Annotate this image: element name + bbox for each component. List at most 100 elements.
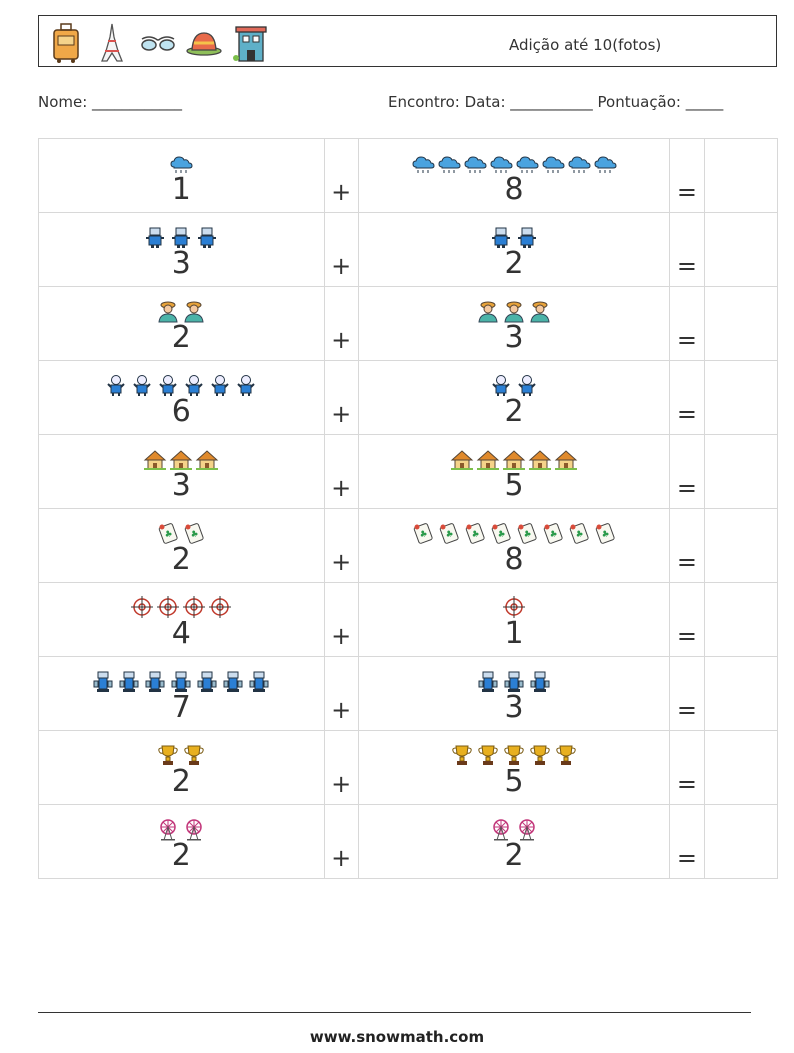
addend-b-icons — [359, 373, 670, 399]
answer-cell[interactable] — [703, 212, 779, 287]
mahjong-tile-icon: ♣ — [491, 523, 511, 544]
addend-b-cell: 3 — [357, 656, 671, 731]
plus-cell: + — [323, 138, 359, 213]
addend-a-icons — [39, 669, 324, 695]
equals-sign: = — [676, 400, 698, 428]
crosshair-icon — [209, 596, 232, 618]
astronaut-icon — [133, 375, 151, 396]
mahjong-tile-icon: ♣ — [439, 523, 459, 544]
hut-icon — [476, 450, 500, 470]
addend-b-icons — [359, 299, 670, 325]
robot-icon — [492, 227, 511, 248]
addend-b-cell: 2 — [357, 360, 671, 435]
hut-icon — [169, 450, 193, 470]
addend-a-cell: 4 — [38, 582, 325, 657]
svg-text:♣: ♣ — [496, 529, 507, 541]
addend-a-cell: 7 — [38, 656, 325, 731]
equals-sign: = — [676, 326, 698, 354]
footer-url: www.snowmath.com — [309, 1028, 485, 1046]
robot-icon — [172, 227, 191, 248]
answer-cell[interactable] — [703, 508, 779, 583]
hut-icon — [502, 450, 526, 470]
svg-text:♣: ♣ — [189, 529, 200, 541]
astronaut-icon — [237, 375, 255, 396]
farmer-icon — [184, 301, 204, 323]
addend-a-icons — [39, 225, 324, 251]
addend-b-icons — [359, 225, 670, 251]
addend-b-cell: 2 — [357, 212, 671, 287]
mahjong-tile-icon: ♣ — [517, 523, 537, 544]
addend-b-cell: 5 — [357, 730, 671, 805]
machine-icon — [119, 671, 139, 692]
astronaut-icon — [185, 375, 203, 396]
crosshair-icon — [157, 596, 180, 618]
cloud-icon — [412, 156, 435, 173]
answer-cell[interactable] — [703, 804, 779, 879]
equals-cell: = — [669, 656, 705, 731]
addend-a-icons — [39, 447, 324, 473]
plus-cell: + — [323, 434, 359, 509]
addend-a-cell: 3 — [38, 434, 325, 509]
cloud-icon — [568, 156, 591, 173]
plus-sign: + — [331, 696, 352, 724]
robot-icon — [146, 227, 165, 248]
equals-sign: = — [676, 252, 698, 280]
trophy-icon — [184, 745, 204, 765]
crosshair-icon — [503, 596, 526, 618]
plus-cell: + — [323, 286, 359, 361]
farmer-icon — [158, 301, 178, 323]
plus-sign: + — [331, 474, 352, 502]
answer-cell[interactable] — [703, 582, 779, 657]
svg-text:♣: ♣ — [163, 529, 174, 541]
addend-a-icons — [39, 595, 324, 621]
addend-a-icons — [39, 817, 324, 843]
addend-b-number: 2 — [504, 838, 524, 873]
plus-sign: + — [331, 844, 352, 872]
addend-b-number: 2 — [504, 246, 524, 281]
addend-a-cell: 2 — [38, 804, 325, 879]
plus-cell: + — [323, 582, 359, 657]
addend-a-number: 2 — [171, 320, 191, 355]
answer-cell[interactable] — [703, 286, 779, 361]
machine-icon — [93, 671, 113, 692]
addend-a-cell: 2 — [38, 286, 325, 361]
plus-cell: + — [323, 656, 359, 731]
addend-b-number: 3 — [504, 690, 524, 725]
machine-icon — [478, 671, 498, 692]
addend-a-cell: 3 — [38, 212, 325, 287]
addend-b-cell: 8 — [357, 138, 671, 213]
addend-b-number: 3 — [504, 320, 524, 355]
equals-sign: = — [676, 770, 698, 798]
answer-cell[interactable] — [703, 138, 779, 213]
astronaut-icon — [211, 375, 229, 396]
addend-a-icons — [39, 373, 324, 399]
answer-cell[interactable] — [703, 360, 779, 435]
equals-cell: = — [669, 508, 705, 583]
plus-sign: + — [331, 252, 352, 280]
machine-icon — [145, 671, 165, 692]
cloud-icon — [438, 156, 461, 173]
machine-icon — [223, 671, 243, 692]
addend-b-icons — [359, 595, 670, 621]
answer-cell[interactable] — [703, 730, 779, 805]
plus-sign: + — [331, 770, 352, 798]
svg-text:♣: ♣ — [548, 529, 559, 541]
problem-row: 2 + 3 = — [38, 286, 779, 361]
robot-icon — [518, 227, 537, 248]
problem-row: 4 + 1 = — [38, 582, 779, 657]
equals-cell: = — [669, 286, 705, 361]
eiffel-tower-icon — [101, 23, 123, 62]
equals-cell: = — [669, 434, 705, 509]
sunglasses-icon — [141, 36, 175, 51]
answer-cell[interactable] — [703, 656, 779, 731]
equals-sign: = — [676, 474, 698, 502]
addend-a-cell: 1 — [38, 138, 325, 213]
answer-cell[interactable] — [703, 434, 779, 509]
addend-b-cell: 5 — [357, 434, 671, 509]
ferris-wheel-icon — [519, 819, 535, 841]
addend-b-icons — [359, 669, 670, 695]
equals-sign: = — [676, 622, 698, 650]
mahjong-tile-icon: ♣ — [543, 523, 563, 544]
addend-b-number: 8 — [504, 172, 524, 207]
addend-a-number: 3 — [171, 468, 191, 503]
